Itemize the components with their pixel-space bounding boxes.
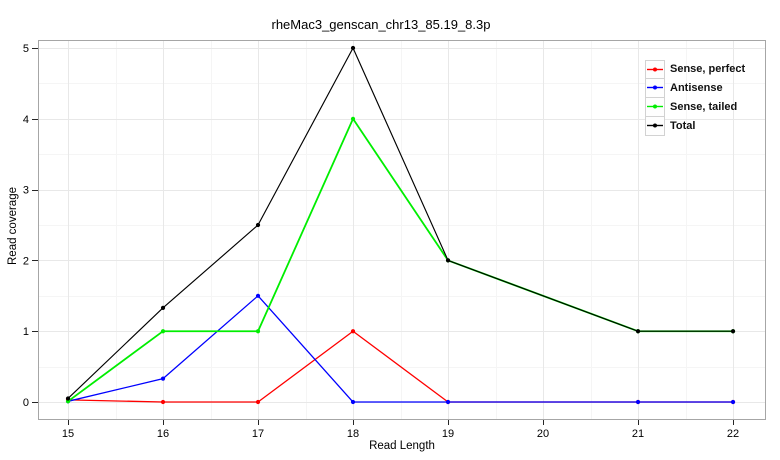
legend-entry-total: Total: [645, 116, 745, 136]
legend-entry-antisense: Antisense: [645, 78, 745, 98]
data-point: [730, 399, 736, 405]
data-point: [255, 399, 261, 405]
data-point: [445, 258, 451, 263]
data-point: [255, 329, 261, 334]
series-line-antisense: [67, 295, 734, 403]
data-point: [350, 45, 356, 51]
data-point: [65, 396, 71, 401]
legend-label: Antisense: [670, 82, 723, 94]
legend-entry-sense-tailed: Sense, tailed: [645, 97, 745, 117]
data-point: [635, 399, 641, 405]
data-point: [255, 293, 261, 298]
legend-label: Total: [670, 120, 696, 132]
x-tick-label: 15: [62, 428, 74, 440]
data-point: [730, 329, 736, 334]
x-tick-label: 16: [157, 428, 169, 440]
data-point: [160, 305, 166, 310]
x-tick-label: 21: [632, 428, 644, 440]
y-axis-label: Read coverage: [7, 187, 19, 265]
y-tick-label: 0: [23, 397, 29, 409]
legend-label: Sense, perfect: [670, 63, 746, 75]
legend-entry-sense-perfect: Sense, perfect: [645, 60, 745, 79]
legend-key-box: [645, 78, 665, 98]
legend-key-box: [645, 116, 665, 136]
x-tick-label: 20: [537, 428, 549, 440]
series-line-total: [67, 47, 734, 399]
data-point: [635, 329, 641, 334]
data-point: [350, 329, 356, 334]
legend-key-box: [645, 97, 665, 117]
y-tick-label: 2: [23, 255, 29, 267]
legend-label: Sense, tailed: [670, 101, 738, 113]
data-point: [350, 116, 356, 121]
y-tick-label: 5: [23, 43, 29, 55]
y-tick-label: 4: [23, 114, 29, 126]
legend-key-box: [645, 60, 665, 79]
x-tick-label: 17: [252, 428, 264, 440]
x-tick-label: 19: [442, 428, 454, 440]
data-point: [160, 329, 166, 334]
x-tick-label: 18: [347, 428, 359, 440]
x-tick-label: 22: [727, 428, 739, 440]
plot-border: [38, 40, 766, 420]
y-tick-label: 1: [23, 326, 29, 338]
data-point: [160, 376, 166, 381]
data-point: [445, 399, 451, 405]
data-point: [350, 399, 356, 405]
x-axis-label: Read Length: [369, 440, 435, 452]
series-line-sense-perfect: [68, 330, 734, 403]
y-tick-label: 3: [23, 185, 29, 197]
data-point: [160, 399, 166, 405]
data-point: [255, 222, 261, 228]
legend: Sense, perfect Antisense Sense, tailed T…: [645, 60, 745, 136]
chart-title: rheMac3_genscan_chr13_85.19_8.3p: [271, 17, 491, 32]
